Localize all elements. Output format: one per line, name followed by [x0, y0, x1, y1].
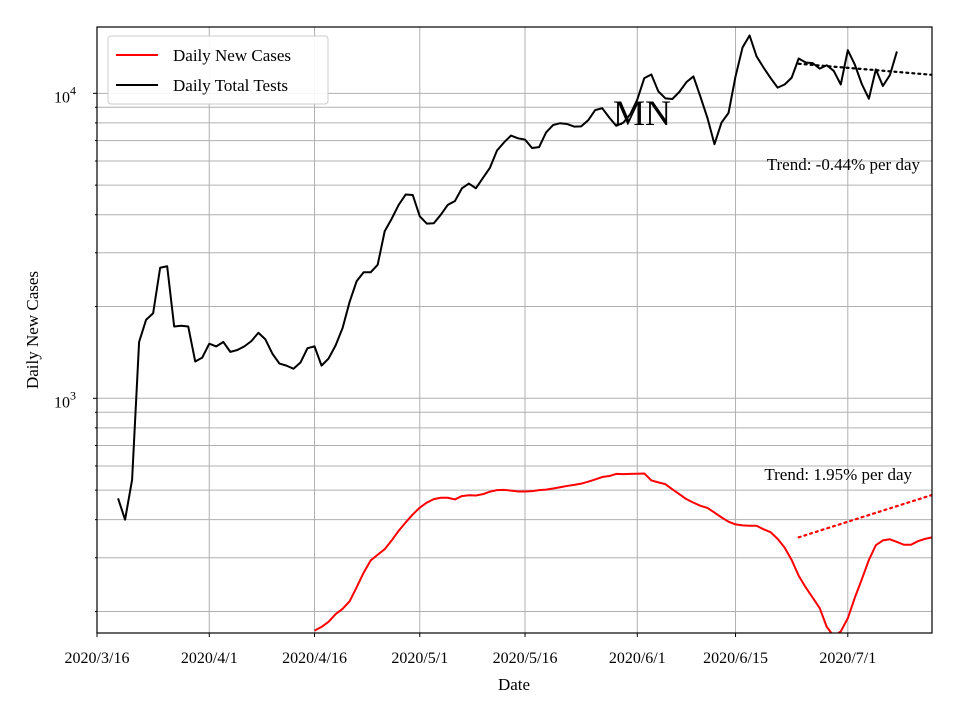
legend-box [107, 35, 329, 105]
trend-annotation-cases: Trend: 1.95% per day [764, 465, 912, 484]
x-tick-label: 2020/4/16 [282, 650, 347, 667]
series-line-daily-total-tests [117, 34, 898, 521]
trend-line-0 [797, 62, 932, 76]
x-axis-label: Date [498, 675, 530, 694]
series-line-daily-new-cases [314, 472, 932, 633]
trend-line-1 [797, 493, 932, 539]
state-label: MN [613, 93, 671, 133]
axis-ticks: 2020/3/16 2020/4/1 2020/4/16 2020/5/1 2020/5… [54, 83, 876, 667]
plot-frame [96, 26, 933, 634]
legend-label-cases: Daily New Cases [173, 46, 291, 65]
legend: Daily New Cases Daily Total Tests [107, 35, 329, 105]
trend-annotation-tests: Trend: -0.44% per day [767, 155, 921, 174]
x-tick-label: 2020/5/16 [493, 650, 558, 667]
series-lines [117, 34, 932, 633]
trend-lines [797, 62, 932, 539]
x-tick-label: 2020/5/1 [391, 650, 448, 667]
legend-label-tests: Daily Total Tests [173, 76, 288, 95]
y-tick-label: 104 [54, 83, 76, 106]
x-tick-label: 2020/6/15 [703, 650, 768, 667]
x-tick-label: 2020/4/1 [181, 650, 238, 667]
x-tick-label: 2020/3/16 [65, 650, 130, 667]
x-tick-label: 2020/7/1 [819, 650, 876, 667]
y-tick-label: 103 [54, 388, 76, 411]
grid [96, 27, 932, 633]
y-axis-label: Daily New Cases [23, 271, 42, 389]
x-tick-label: 2020/6/1 [609, 650, 666, 667]
